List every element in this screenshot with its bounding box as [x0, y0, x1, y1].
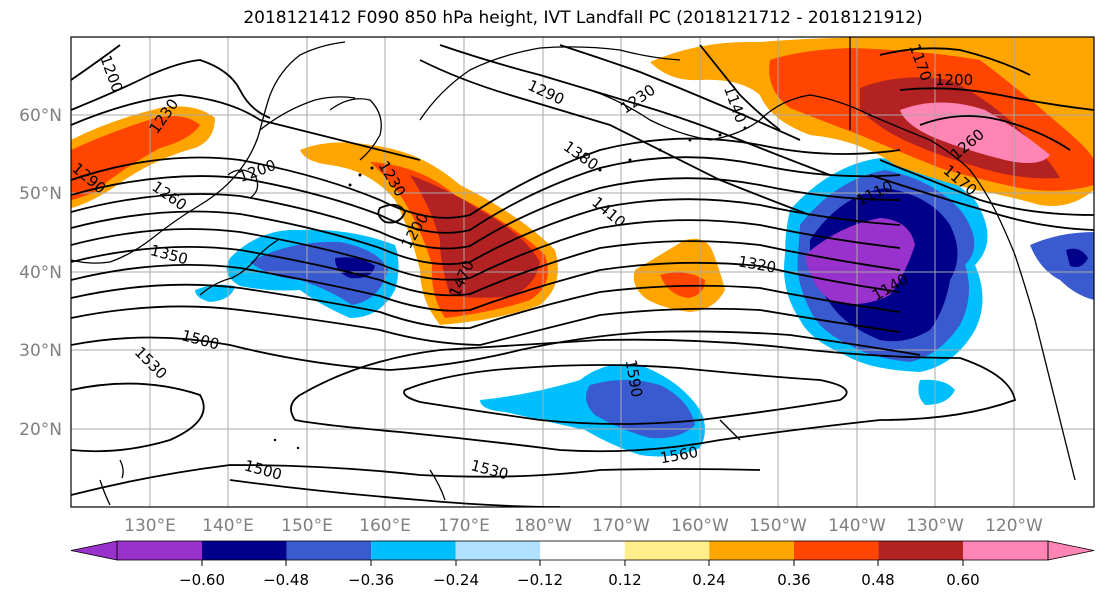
lon-label: 170°W	[592, 516, 650, 536]
coastlines	[71, 37, 1076, 506]
colorbar-swatch	[624, 541, 710, 560]
colorbar-extension-min	[70, 540, 118, 561]
map-plot-area	[71, 37, 1094, 507]
colorbar-tick-label: −0.36	[348, 571, 394, 589]
colorbar-swatch	[963, 541, 1048, 560]
colorbar-tick-label: 0.36	[777, 571, 810, 589]
ivt-positive-northwest	[71, 106, 215, 208]
colorbar-tick-label: 0.12	[608, 571, 641, 589]
colorbar-swatch	[117, 541, 202, 560]
colorbar-swatch	[286, 541, 372, 560]
lon-label: 160°W	[671, 516, 729, 536]
colorbar-tick-label: 0.48	[861, 571, 894, 589]
colorbar-swatch	[793, 541, 879, 560]
lon-label: 150°W	[749, 516, 807, 536]
lat-label: 20°N	[19, 420, 62, 440]
map-frame	[70, 36, 1095, 508]
colorbar: −0.60 −0.48 −0.36 −0.24 −0.12 0.12 0.24 …	[70, 540, 1095, 589]
colorbar-swatch	[202, 541, 287, 560]
lon-label: 160°E	[359, 516, 411, 536]
colorbar-outline	[116, 540, 1049, 561]
lat-label: 60°N	[19, 106, 62, 126]
colorbar-ticks	[201, 560, 964, 566]
lat-label: 40°N	[19, 263, 62, 283]
lon-label: 170°E	[438, 516, 490, 536]
lon-label: 130°E	[124, 516, 176, 536]
colorbar-tick-label: −0.60	[179, 571, 225, 589]
colorbar-swatch	[709, 541, 794, 560]
ivt-negative-east-edge	[1030, 232, 1094, 300]
colorbar-swatch	[878, 541, 963, 560]
lon-label: 150°E	[281, 516, 333, 536]
lon-label: 140°E	[202, 516, 254, 536]
colorbar-extension-max	[1047, 540, 1095, 561]
ivt-positive-jet	[300, 142, 558, 325]
map-title: 2018121412 F090 850 hPa height, IVT Land…	[243, 8, 923, 28]
longitude-labels: 130°E 140°E 150°E 160°E 170°E 180°W 170°…	[124, 516, 1043, 536]
colorbar-tick-label: 0.24	[692, 571, 725, 589]
colorbar-swatch	[455, 541, 541, 560]
lat-label: 50°N	[19, 184, 62, 204]
lat-label: 30°N	[19, 341, 62, 361]
colorbar-tick-label: −0.12	[517, 571, 563, 589]
colorbar-swatch	[540, 541, 625, 560]
colorbar-swatch	[371, 541, 456, 560]
lon-label: 120°W	[985, 516, 1043, 536]
colorbar-tick-labels: −0.60 −0.48 −0.36 −0.24 −0.12 0.12 0.24 …	[179, 571, 980, 589]
island-chain	[273, 126, 747, 450]
colorbar-tick-label: −0.24	[433, 571, 479, 589]
lon-label: 180°W	[514, 516, 572, 536]
height-contours	[71, 44, 1094, 507]
lon-label: 140°W	[828, 516, 886, 536]
lon-label: 130°W	[906, 516, 964, 536]
latitude-labels: 60°N 50°N 40°N 30°N 20°N	[19, 106, 62, 440]
colorbar-tick-label: −0.48	[263, 571, 309, 589]
ivt-positive-northeast	[650, 37, 1094, 206]
colorbar-tick-label: 0.60	[946, 571, 979, 589]
contour-label: 1200	[935, 71, 973, 89]
